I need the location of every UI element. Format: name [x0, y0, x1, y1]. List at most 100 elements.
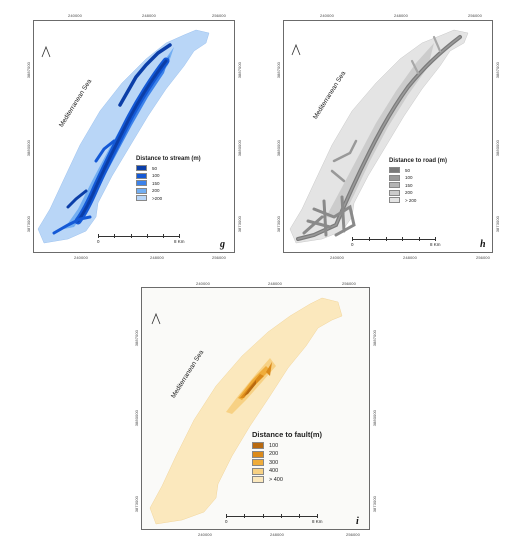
legend-label: > 200 [405, 197, 417, 203]
tick-top: 248000 [268, 281, 282, 286]
legend-title: Distance to fault(m) [252, 430, 323, 439]
road-map-svg [289, 29, 469, 244]
legend-label: 50 [405, 167, 411, 173]
scale-start-label: 0 [351, 242, 354, 247]
legend-item: 50 [389, 167, 447, 173]
tick-bottom: 240000 [198, 532, 212, 537]
stream-branch-south [52, 215, 92, 235]
tick-left: 3873000 [26, 216, 31, 233]
tick-bottom: 256000 [212, 255, 226, 260]
map-panel-fault: Mediterranean Sea Distance to fault(m) 1… [141, 287, 370, 530]
tick-bottom: 248000 [150, 255, 164, 260]
legend-item: 50 [136, 165, 201, 171]
tick-right: 3873000 [495, 216, 500, 233]
legend-stream: Distance to stream (m) 50 100 150 200 >2… [136, 156, 201, 203]
tick-left: 3887000 [26, 62, 31, 79]
tick-right: 3873000 [237, 216, 242, 233]
legend-item: 400 [252, 467, 322, 475]
road-main-inner [297, 36, 461, 240]
tick-right: 3880000 [372, 410, 377, 427]
legend-label: 150 [405, 182, 413, 188]
tick-top: 240000 [68, 13, 82, 18]
legend-label: 50 [152, 165, 158, 171]
legend-item: 100 [252, 442, 322, 449]
tick-left: 3880000 [276, 140, 281, 157]
legend-label: 200 [152, 188, 160, 194]
tick-right: 3880000 [495, 140, 500, 157]
panel-letter: i [356, 516, 359, 527]
legend-label: 100 [152, 173, 160, 179]
legend-item: >200 [136, 195, 201, 202]
legend-label: 100 [405, 175, 413, 181]
panel-letter: g [220, 239, 225, 250]
fault-buffer-spur [266, 362, 272, 376]
north-arrow-icon [290, 43, 302, 59]
tick-right: 3880000 [237, 140, 242, 157]
legend-swatch [252, 467, 264, 475]
legend-swatch [389, 167, 400, 173]
legend-swatch [136, 172, 147, 179]
legend-swatch [389, 174, 400, 181]
scale-end-label: 8 Km [174, 239, 185, 244]
legend-label: > 400 [269, 476, 283, 483]
legend-item: 200 [389, 189, 447, 196]
legend-swatch [389, 182, 400, 189]
fault-buffer-100 [244, 380, 256, 396]
tick-top: 240000 [196, 281, 210, 286]
legend-label: 100 [269, 442, 279, 449]
tick-bottom: 256000 [346, 532, 360, 537]
legend-label: 200 [405, 190, 413, 196]
legend-item: > 200 [389, 197, 447, 204]
tick-bottom: 240000 [330, 255, 344, 260]
legend-label: 150 [152, 180, 160, 186]
stream-branch-mid2 [94, 139, 116, 163]
scale-bar: 0 8 Km [225, 514, 323, 524]
legend-label: 200 [269, 451, 279, 458]
tick-left: 3873000 [276, 216, 281, 233]
legend-swatch [389, 197, 400, 204]
legend-swatch [252, 459, 264, 467]
tick-right: 3887000 [372, 330, 377, 347]
fault-map-svg [149, 297, 343, 525]
legend-item: 150 [389, 182, 447, 189]
legend-swatch [136, 187, 147, 194]
legend-label: 300 [269, 459, 279, 466]
road-network-north [410, 35, 442, 75]
tick-top: 248000 [394, 13, 408, 18]
legend-swatch [252, 476, 264, 484]
scale-end-label: 8 Km [312, 519, 323, 524]
tick-left: 3873000 [134, 496, 139, 513]
legend-fault: Distance to fault(m) 100 200 300 400 > 4… [252, 430, 322, 485]
stream-branch-north [118, 43, 172, 107]
map-panel-stream: Mediterranean Sea Distance to stream (m)… [33, 20, 235, 253]
legend-item: 200 [136, 187, 201, 194]
tick-top: 256000 [212, 13, 226, 18]
legend-label: >200 [152, 195, 163, 201]
legend-swatch [252, 442, 264, 449]
tick-right: 3873000 [372, 496, 377, 513]
tick-right: 3887000 [495, 62, 500, 79]
north-arrow-icon [150, 312, 162, 328]
legend-road: Distance to road (m) 50 100 150 200 > 20… [389, 158, 447, 205]
scale-bar: 0 8 Km [351, 237, 441, 247]
legend-item: 200 [252, 450, 322, 458]
tick-top: 256000 [342, 281, 356, 286]
road-network-south [302, 195, 356, 237]
scale-end-label: 8 Km [430, 242, 441, 247]
tick-bottom: 248000 [270, 532, 284, 537]
scale-start-label: 0 [225, 519, 228, 524]
legend-item: 150 [136, 180, 201, 187]
legend-swatch [136, 180, 147, 187]
scale-start-label: 0 [97, 239, 100, 244]
tick-right: 3887000 [237, 62, 242, 79]
legend-swatch [136, 195, 147, 202]
legend-swatch [252, 450, 264, 458]
tick-top: 240000 [320, 13, 334, 18]
tick-left: 3880000 [26, 140, 31, 157]
panel-letter: h [480, 239, 486, 250]
tick-left: 3887000 [134, 330, 139, 347]
legend-swatch [389, 189, 400, 196]
road-network-mid [330, 139, 358, 183]
legend-title: Distance to road (m) [389, 158, 448, 164]
tick-bottom: 248000 [403, 255, 417, 260]
